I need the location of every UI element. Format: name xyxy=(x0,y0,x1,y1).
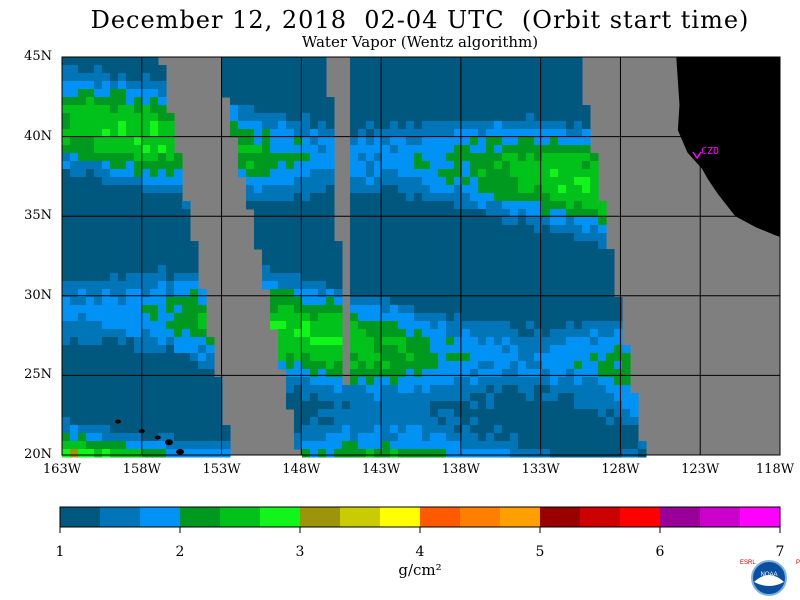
colorbar-swatch xyxy=(60,507,101,527)
colorbar-swatch xyxy=(100,507,141,527)
logo-left-letters: ESRL xyxy=(740,560,756,566)
logo-text: NOAA xyxy=(760,572,777,578)
island-mark xyxy=(154,435,161,440)
colorbar-swatch xyxy=(380,507,421,527)
colorbar-swatch xyxy=(260,507,301,527)
map-subtitle: Water Vapor (Wentz algorithm) xyxy=(301,33,539,51)
colorbar-swatch xyxy=(500,507,541,527)
colorbar-swatch xyxy=(620,507,661,527)
island-mark xyxy=(176,448,185,455)
lat-label: 25N xyxy=(24,367,52,383)
colorbar-swatch xyxy=(180,507,221,527)
lat-label: 45N xyxy=(24,49,52,64)
north-america-land xyxy=(676,57,780,237)
lon-label: 118W xyxy=(755,462,795,477)
hawaii-islands xyxy=(114,419,185,455)
colorbar-tick-label: 4 xyxy=(415,544,425,560)
land-mask xyxy=(676,57,780,237)
colorbar-swatch xyxy=(580,507,621,527)
lat-label: 40N xyxy=(24,128,52,144)
map-frame xyxy=(61,56,781,456)
island-mark xyxy=(138,429,145,434)
map-title: December 12, 2018 02-04 UTC (Orbit start… xyxy=(90,6,750,34)
lat-label: 35N xyxy=(24,208,52,224)
colorbar-tick-label: 5 xyxy=(535,544,545,560)
lon-label: 148W xyxy=(282,462,321,477)
lon-label: 158W xyxy=(122,462,161,477)
lon-label: 133W xyxy=(521,462,560,477)
colorbar-swatch xyxy=(540,507,581,527)
colorbar-swatch xyxy=(300,507,341,527)
lon-label: 123W xyxy=(681,462,720,477)
lon-label: 163W xyxy=(42,462,82,477)
colorbar-frame xyxy=(59,506,781,528)
colorbar-swatch xyxy=(660,507,701,527)
colorbar-swatch xyxy=(420,507,461,527)
colorbar-units: g/cm² xyxy=(398,561,442,579)
water-vapor-field xyxy=(62,57,780,458)
noaa-esrl-psd-logo: NOAA ESRL PSD xyxy=(740,560,800,596)
colorbar-swatch xyxy=(340,507,381,527)
lon-label: 138W xyxy=(441,462,480,477)
colorbar-tick-label: 1 xyxy=(55,544,65,560)
island-mark xyxy=(114,419,121,424)
lon-label: 143W xyxy=(362,462,401,477)
site-marker-icon xyxy=(692,151,702,160)
lat-label: 20N xyxy=(24,447,52,462)
colorbar-swatch xyxy=(140,507,181,527)
colorbar-tick-label: 2 xyxy=(175,544,185,560)
colorbar-swatches xyxy=(59,507,781,533)
colorbar-swatch xyxy=(460,507,501,527)
colorbar-swatch xyxy=(220,507,261,527)
island-mark xyxy=(164,439,173,446)
site-label-czd: CZD xyxy=(701,146,720,157)
colorbar-tick-label: 6 xyxy=(655,544,665,560)
lon-label: 153W xyxy=(202,462,241,477)
logo-right-letters: PSD xyxy=(796,560,800,566)
colorbar-swatch xyxy=(700,507,741,527)
lat-label: 30N xyxy=(24,287,52,303)
colorbar-tick-label: 7 xyxy=(775,544,785,560)
lon-label: 128W xyxy=(601,462,640,477)
colorbar-swatch xyxy=(740,507,781,527)
colorbar-tick-label: 3 xyxy=(295,544,305,560)
